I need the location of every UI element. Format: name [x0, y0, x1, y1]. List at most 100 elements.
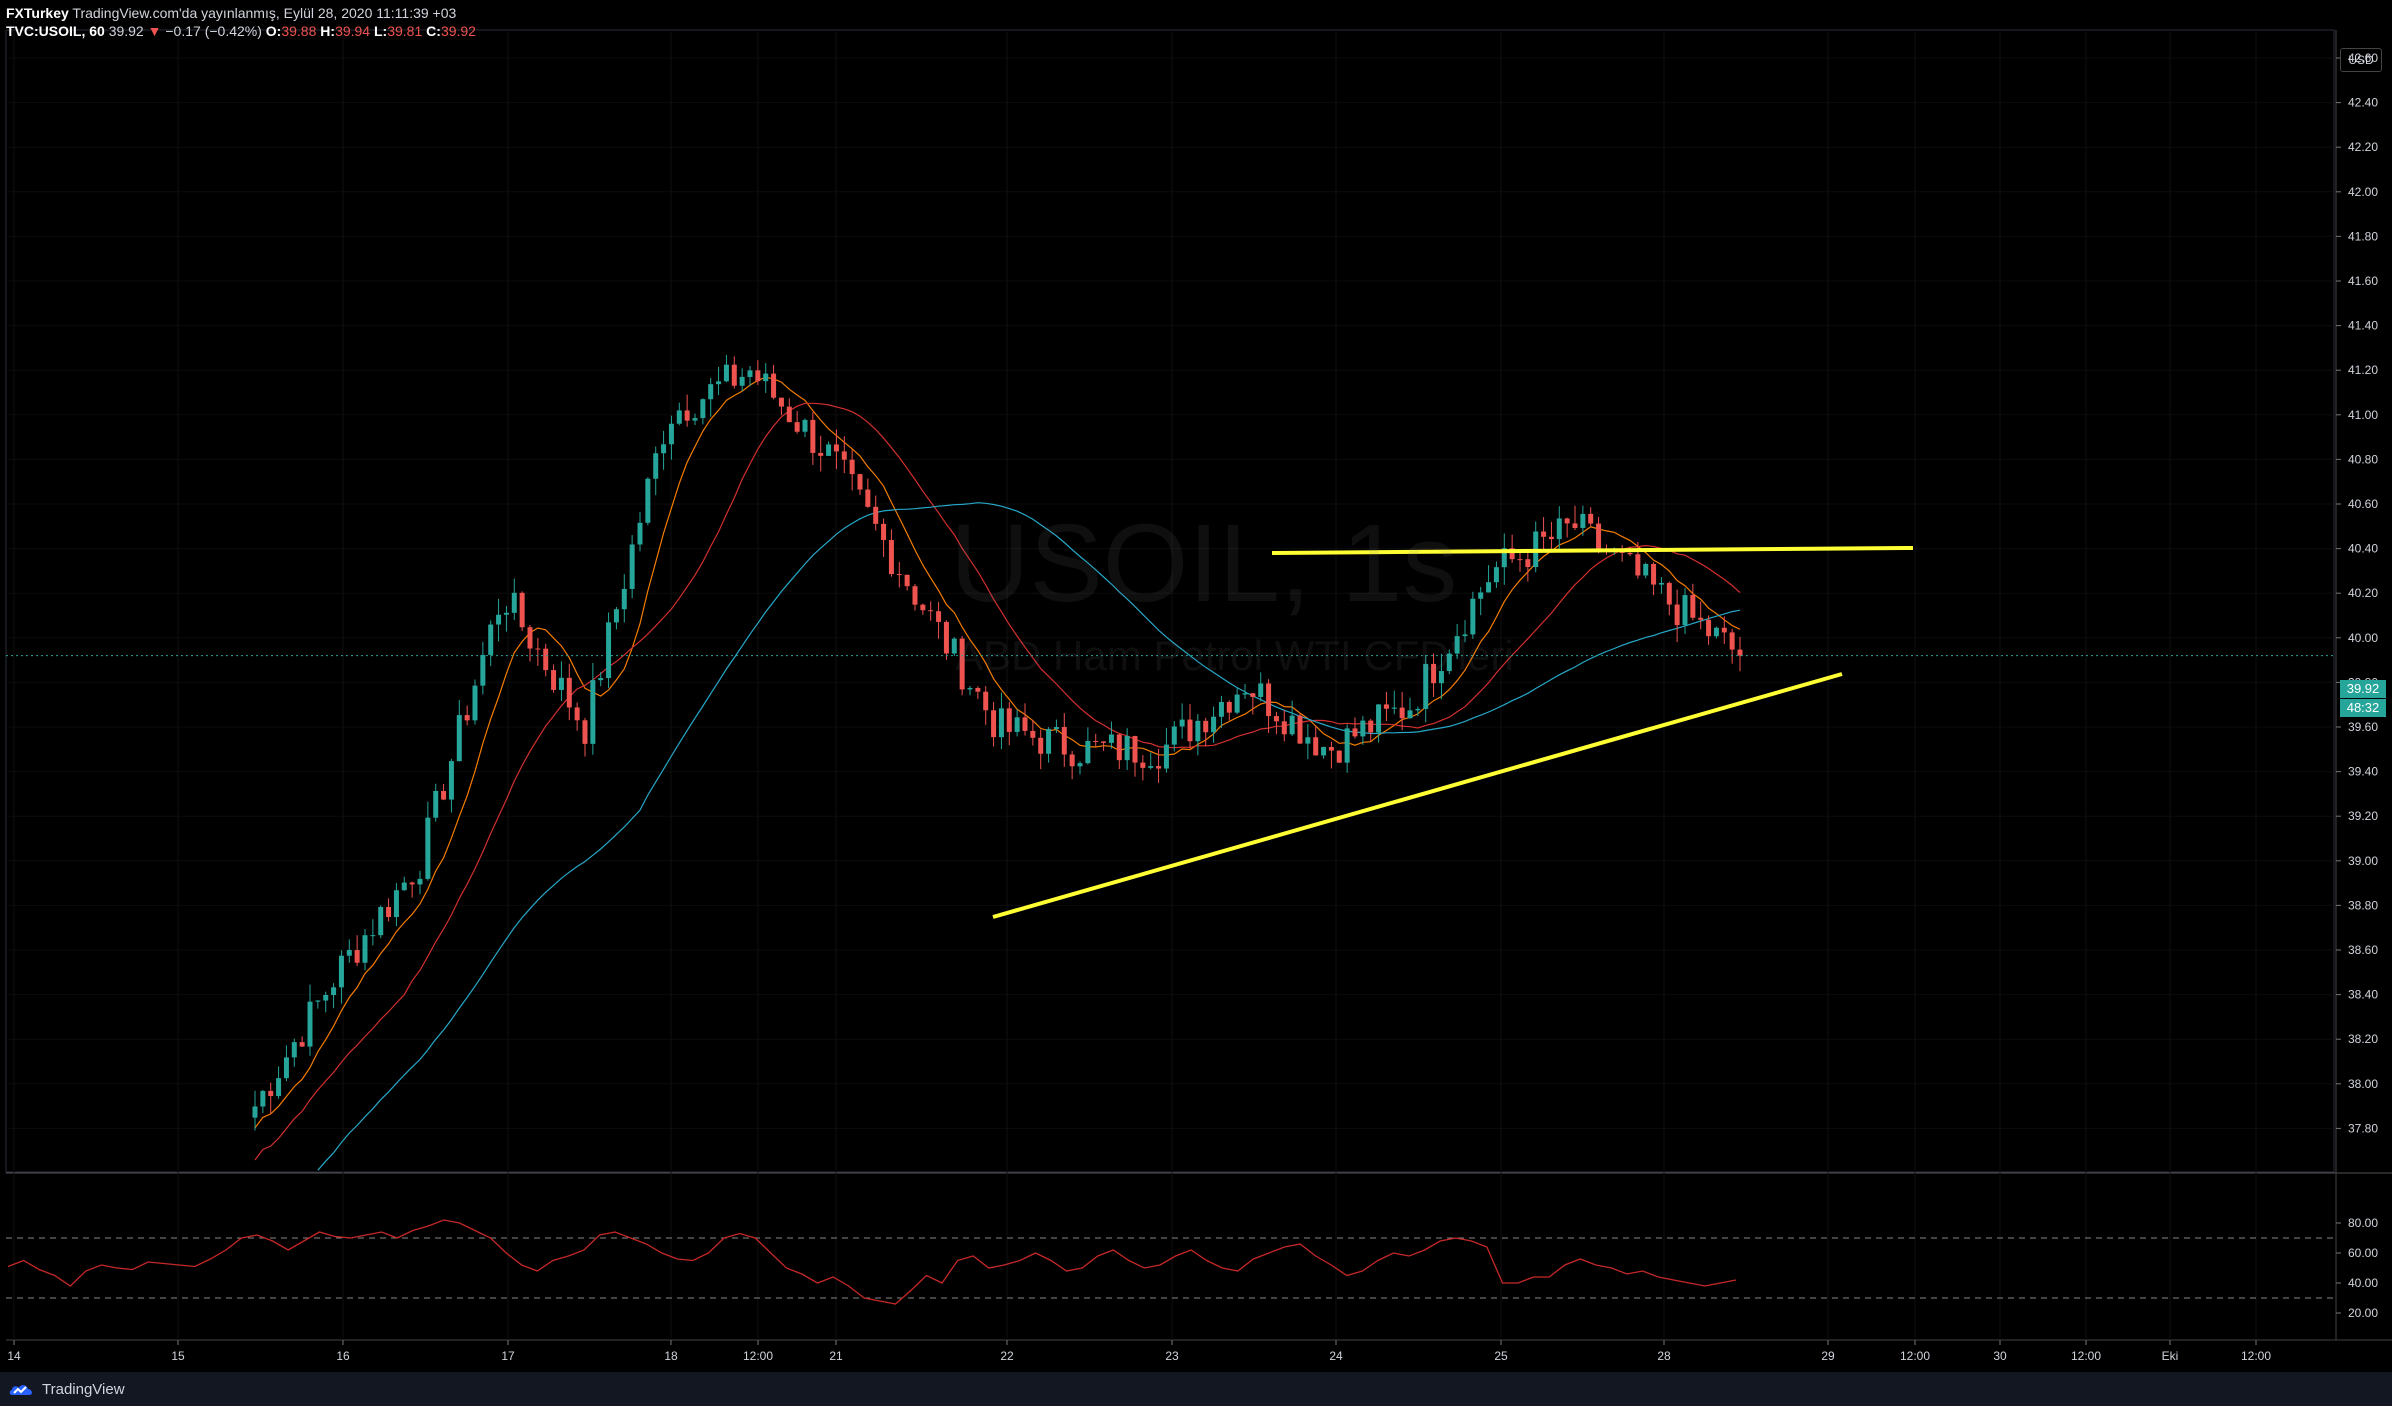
- candle-body: [1108, 734, 1114, 743]
- candle-body: [590, 680, 596, 744]
- candle-body: [1541, 531, 1547, 537]
- candle-body: [598, 678, 604, 681]
- brand-name: TradingView: [42, 1380, 125, 1398]
- price-tick-label: 37.80: [2348, 1121, 2378, 1135]
- candle-body: [417, 878, 423, 885]
- candle-body: [1203, 720, 1209, 733]
- candle-body: [983, 691, 989, 711]
- candle-body: [519, 592, 525, 628]
- price-tick-label: 40.20: [2348, 586, 2378, 600]
- tradingview-logo[interactable]: TradingView: [8, 1380, 125, 1398]
- candle-body: [873, 506, 879, 524]
- time-tick-label: 28: [1657, 1349, 1671, 1363]
- candle-body: [747, 370, 753, 377]
- publisher-name[interactable]: FXTurkey: [6, 5, 69, 21]
- candle-body: [260, 1090, 266, 1107]
- time-tick-label: 24: [1329, 1349, 1343, 1363]
- close-value: 39.92: [440, 23, 476, 39]
- candle-body: [1344, 728, 1350, 763]
- high-value: 39.94: [335, 23, 371, 39]
- candle-body: [857, 474, 863, 490]
- price-tick-label: 42.00: [2348, 185, 2378, 199]
- candle-body: [409, 882, 415, 885]
- price-tick-label: 40.60: [2348, 497, 2378, 511]
- candle-body: [967, 688, 973, 690]
- candle-body: [386, 906, 392, 918]
- candle-body: [464, 715, 470, 721]
- candle-body: [299, 1042, 305, 1047]
- time-tick-label: 18: [664, 1349, 678, 1363]
- candle-body: [1273, 716, 1279, 722]
- rsi-axis: 80.00 60.00 40.00 20.00: [2336, 1216, 2378, 1320]
- price-tick-label: 38.60: [2348, 943, 2378, 957]
- price-tick-label: 42.20: [2348, 140, 2378, 154]
- candle-body: [763, 373, 769, 382]
- candle-body: [1360, 720, 1366, 737]
- rsi-tick-label: 20.00: [2348, 1306, 2378, 1320]
- candle-body: [936, 611, 942, 622]
- candle-body: [1226, 701, 1232, 713]
- candle-body: [307, 1001, 313, 1047]
- candle-body: [1061, 727, 1067, 755]
- time-tick-label: 16: [336, 1349, 350, 1363]
- candle-body: [991, 710, 997, 738]
- candle-body: [543, 648, 549, 671]
- candle-body: [1376, 704, 1382, 733]
- trendline-resistance: [1271, 546, 1914, 555]
- candle-body: [1258, 683, 1264, 697]
- ma-fast-line: [254, 376, 1741, 1129]
- candle-body: [1391, 707, 1397, 709]
- candle-body: [1006, 708, 1012, 732]
- candle-body: [1234, 694, 1240, 713]
- price-tick-label: 39.20: [2348, 809, 2378, 823]
- candle-body: [1438, 671, 1444, 684]
- open-label: O:: [265, 23, 282, 39]
- ma-mid-line: [254, 402, 1741, 1161]
- time-tick-label: 14: [7, 1349, 21, 1363]
- candle-body: [1297, 715, 1303, 744]
- price-tick-label: 41.40: [2348, 319, 2378, 333]
- candle-body: [1627, 552, 1633, 555]
- candle-body: [1580, 513, 1586, 528]
- candle-body: [338, 955, 344, 988]
- candle-body: [739, 376, 745, 386]
- candle-body: [1093, 740, 1099, 742]
- candle-body: [676, 410, 682, 424]
- symbol-name[interactable]: TVC:USOIL, 60: [6, 23, 105, 39]
- candle-body: [1022, 717, 1028, 731]
- candle-body: [606, 622, 612, 679]
- candle-body: [1737, 649, 1743, 656]
- candle-body: [1305, 737, 1311, 744]
- candle-body: [1415, 708, 1421, 711]
- candle-body: [1470, 598, 1476, 635]
- candle-body: [653, 453, 659, 479]
- candle-body: [818, 452, 824, 456]
- candle-body: [1501, 548, 1507, 568]
- candle-body: [786, 406, 792, 423]
- time-tick-label: 21: [829, 1349, 843, 1363]
- candle-body: [826, 444, 832, 456]
- currency-badge[interactable]: USD: [2340, 48, 2382, 72]
- candle-body: [1651, 563, 1657, 585]
- candle-body: [448, 761, 454, 800]
- time-axis: 14 15 16 17 18 12:00 21 22 23 24 25 28 29 12:00 30 12:0…: [7, 1340, 2271, 1363]
- candle-body: [1124, 736, 1130, 761]
- candle-body: [1266, 683, 1272, 717]
- candle-body: [1148, 766, 1154, 768]
- candle-body: [881, 523, 887, 541]
- open-value: 39.88: [281, 23, 317, 39]
- candle-body: [1085, 740, 1091, 764]
- price-tick-label: 39.00: [2348, 854, 2378, 868]
- publish-line: FXTurkey TradingView.com'da yayınlanmış,…: [6, 4, 456, 22]
- candle-body: [315, 1000, 321, 1002]
- time-tick-label: 29: [1821, 1349, 1835, 1363]
- candle-body: [888, 540, 894, 575]
- price-tick-label: 38.00: [2348, 1077, 2378, 1091]
- published-text: TradingView.com'da yayınlanmış, Eylül 28…: [72, 5, 457, 21]
- candle-body: [1140, 762, 1146, 768]
- candle-body: [645, 478, 651, 523]
- candle-body: [1666, 582, 1672, 605]
- time-tick-label: 22: [1000, 1349, 1014, 1363]
- candle-body: [1478, 592, 1484, 599]
